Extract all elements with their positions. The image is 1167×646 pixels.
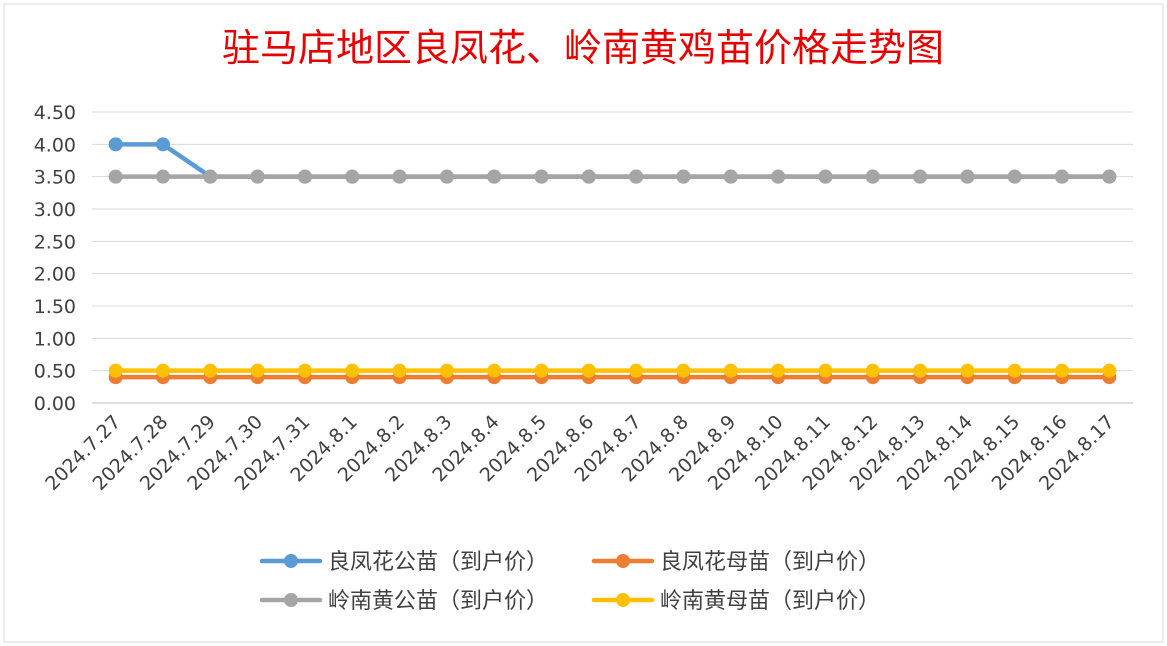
data-point [960, 363, 975, 378]
y-tick-label: 0.50 [34, 361, 76, 383]
y-tick-label: 1.00 [34, 328, 76, 350]
data-point [723, 363, 738, 378]
legend-label: 良凤花母苗（到户价） [660, 550, 880, 575]
y-axis-ticks: 0.00 0.50 1.00 1.50 2.00 2.50 3.00 3.50 4.00 4.50 [34, 102, 76, 415]
data-point [818, 363, 833, 378]
data-point [108, 137, 123, 152]
y-tick-label: 2.00 [34, 264, 76, 286]
series-group [108, 137, 1117, 385]
y-tick-label: 4.00 [34, 134, 76, 156]
data-point [865, 363, 880, 378]
legend-label: 岭南黄母苗（到户价） [660, 589, 880, 614]
data-point [155, 137, 170, 152]
series-3 [108, 363, 1117, 378]
data-point [1102, 169, 1117, 184]
data-point [771, 363, 786, 378]
data-point [250, 363, 265, 378]
data-point [818, 169, 833, 184]
data-point [534, 169, 549, 184]
y-tick-label: 2.50 [34, 231, 76, 253]
data-point [1007, 169, 1022, 184]
data-point [345, 169, 360, 184]
data-point [155, 363, 170, 378]
legend-item: 岭南黄公苗（到户价） [259, 589, 548, 614]
data-point [297, 169, 312, 184]
data-point [1055, 363, 1070, 378]
data-point [960, 169, 975, 184]
data-point [108, 169, 123, 184]
y-tick-label: 3.00 [34, 199, 76, 221]
data-point [676, 169, 691, 184]
legend-item: 良凤花公苗（到户价） [259, 550, 548, 575]
data-point [865, 169, 880, 184]
legend-swatch-marker [284, 593, 298, 607]
legend-swatch-marker [284, 554, 298, 568]
data-point [250, 169, 265, 184]
legend-item: 岭南黄母苗（到户价） [591, 589, 880, 614]
data-point [629, 169, 644, 184]
legend-label: 岭南黄公苗（到户价） [328, 589, 548, 614]
y-tick-label: 1.50 [34, 296, 76, 318]
data-point [345, 363, 360, 378]
data-point [723, 169, 738, 184]
data-point [203, 363, 218, 378]
data-point [155, 169, 170, 184]
data-point [108, 363, 123, 378]
y-tick-label: 4.50 [34, 102, 76, 124]
data-point [392, 363, 407, 378]
data-point [581, 363, 596, 378]
data-point [439, 363, 454, 378]
chart-title: 驻马店地区良凤花、岭南黄鸡苗价格走势图 [222, 26, 944, 70]
data-point [297, 363, 312, 378]
data-point [1102, 363, 1117, 378]
data-point [913, 363, 928, 378]
y-tick-label: 0.00 [34, 393, 76, 415]
y-tick-label: 3.50 [34, 167, 76, 189]
data-point [676, 363, 691, 378]
legend-label: 良凤花公苗（到户价） [328, 550, 548, 575]
legend: 良凤花公苗（到户价） 良凤花母苗（到户价） 岭南黄公苗（到户价） 岭南黄母苗（到户价） [259, 550, 880, 614]
data-point [392, 169, 407, 184]
data-point [771, 169, 786, 184]
data-point [534, 363, 549, 378]
data-point [487, 169, 502, 184]
legend-swatch-marker [616, 593, 630, 607]
data-point [439, 169, 454, 184]
data-point [1055, 169, 1070, 184]
series-2 [108, 169, 1117, 184]
chart-background [3, 3, 1164, 643]
data-point [581, 169, 596, 184]
data-point [203, 169, 218, 184]
legend-swatch-marker [616, 554, 630, 568]
data-point [1007, 363, 1022, 378]
data-point [913, 169, 928, 184]
data-point [487, 363, 502, 378]
legend-item: 良凤花母苗（到户价） [591, 550, 880, 575]
data-point [629, 363, 644, 378]
